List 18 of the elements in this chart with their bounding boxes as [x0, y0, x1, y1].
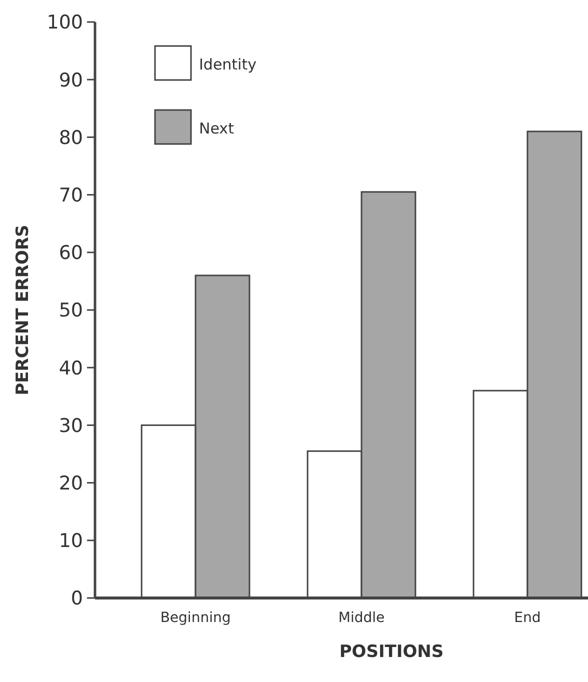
y-tick-label: 70 [58, 184, 83, 206]
y-tick-label: 30 [58, 414, 83, 437]
legend-label: Identity [199, 55, 257, 74]
x-tick-label: Beginning [160, 610, 231, 626]
y-axis-title: PERCENT ERRORS [13, 224, 33, 396]
y-tick-label: 50 [58, 300, 83, 322]
y-tick-label: 80 [58, 126, 83, 149]
y-tick-label: 100 [46, 12, 83, 34]
legend-label: Next [199, 119, 234, 138]
x-axis-title: POSITIONS [339, 642, 444, 662]
y-tick-label: 20 [58, 472, 83, 494]
y-tick-label: 0 [70, 588, 83, 610]
y-tick-label: 40 [58, 357, 83, 380]
y-tick-label: 90 [58, 69, 83, 92]
y-tick-label: 60 [58, 242, 83, 264]
x-tick-label: Middle [338, 610, 385, 626]
x-tick-label: End [514, 610, 541, 626]
y-tick-label: 10 [58, 530, 83, 552]
